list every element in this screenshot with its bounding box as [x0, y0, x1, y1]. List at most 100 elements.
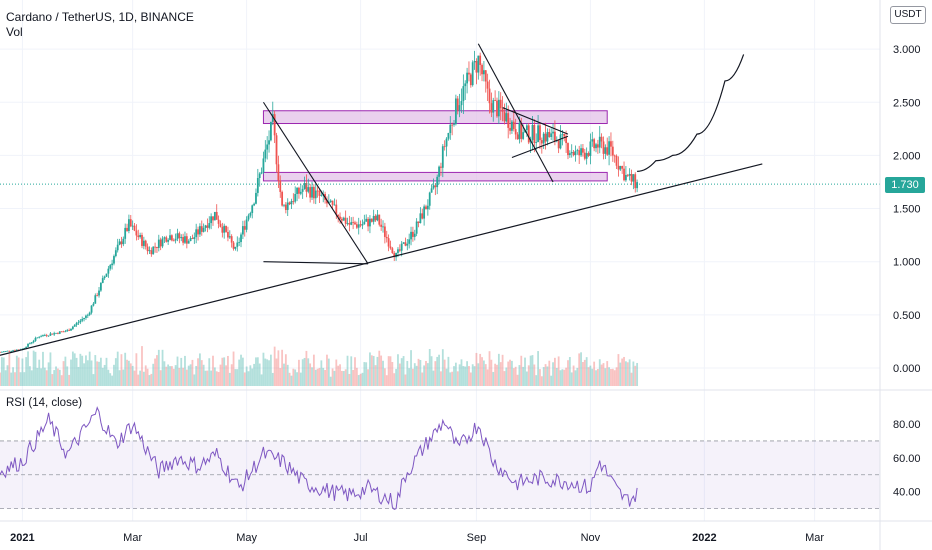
candle-body: [141, 234, 143, 246]
candle-body: [615, 155, 618, 166]
time-tick-label: Sep: [467, 532, 487, 544]
volume-bar: [477, 363, 480, 386]
volume-bar: [159, 370, 162, 386]
volume-bar: [232, 351, 235, 386]
candle-body: [610, 141, 612, 147]
candle-body: [27, 343, 29, 347]
symbol-title[interactable]: Cardano / TetherUS, 1D, BINANCE: [6, 10, 194, 24]
candle-body: [101, 278, 104, 283]
trend-drawings: [0, 43, 880, 356]
candle-body: [314, 190, 317, 199]
volume-bar: [217, 372, 220, 386]
candle-body: [412, 231, 414, 237]
candle-body: [341, 218, 343, 221]
candle-body: [496, 100, 498, 117]
volume-bar: [507, 361, 510, 386]
volume-bar: [365, 362, 368, 386]
volume-bar: [352, 370, 355, 386]
candle-body: [230, 236, 233, 243]
candle-body: [441, 146, 444, 168]
volume-bar: [630, 372, 633, 386]
candle-body: [277, 164, 280, 181]
volume-bar: [555, 367, 558, 386]
volume-bar: [79, 353, 82, 386]
candle-body: [483, 70, 485, 75]
candle-body: [335, 204, 338, 215]
candle-body: [370, 218, 373, 222]
volume-bar: [28, 366, 31, 386]
volume-bar: [98, 361, 100, 386]
candle-body: [83, 317, 85, 320]
volume-bar: [6, 365, 9, 386]
volume-bar: [615, 367, 618, 386]
candle-body: [124, 227, 127, 239]
candle-body: [583, 152, 586, 159]
volume-bar: [479, 353, 482, 386]
candle-body: [109, 265, 112, 269]
volume-bar: [197, 358, 199, 386]
volume-bar: [582, 362, 584, 386]
candle-body: [212, 216, 214, 221]
candle-body: [90, 305, 93, 313]
candle-body: [163, 237, 166, 239]
currency-badge[interactable]: USDT: [890, 6, 926, 24]
volume-bar: [471, 364, 474, 386]
candle-body: [144, 240, 147, 247]
candle-body: [202, 227, 205, 232]
candle-body: [208, 223, 211, 228]
volume-bar: [516, 374, 519, 386]
volume-bar: [400, 358, 403, 386]
volume-bar: [124, 352, 127, 386]
volume-bar: [256, 357, 259, 386]
volume-bar: [57, 368, 59, 386]
candle-body: [241, 226, 244, 235]
candle-body: [621, 166, 624, 169]
candle-body: [445, 138, 448, 147]
candle-body: [60, 331, 63, 333]
volume-bar: [290, 375, 293, 386]
candle-body: [318, 190, 321, 196]
volume-bar: [73, 353, 76, 386]
candle-body: [593, 139, 596, 149]
candle-body: [217, 219, 220, 224]
volume-bar: [387, 356, 390, 386]
time-tick-label: Jul: [354, 532, 368, 544]
candle-body: [316, 190, 319, 192]
candle-body: [361, 224, 364, 226]
candle-body: [182, 237, 184, 243]
volume-bar: [266, 359, 269, 386]
candle-body: [456, 98, 459, 111]
volume-bar: [156, 355, 158, 386]
candle-body: [170, 235, 173, 241]
volume-bar: [146, 368, 149, 386]
volume-bar: [135, 353, 138, 386]
volume-bar: [75, 357, 78, 386]
candle-body: [312, 186, 315, 199]
volume-bar: [129, 363, 132, 386]
volume-bar: [354, 357, 356, 386]
candle-body: [550, 133, 553, 138]
volume-bar: [86, 360, 89, 386]
candle-body: [385, 236, 388, 239]
candle-body: [309, 187, 312, 198]
volume-bar: [369, 352, 371, 386]
volume-bar: [453, 366, 455, 386]
volume-bar: [552, 362, 554, 386]
volume-bar: [511, 360, 513, 386]
volume-bar: [572, 365, 575, 386]
rsi-panel: [0, 406, 880, 511]
volume-bar: [296, 372, 298, 386]
rsi-indicator-label[interactable]: RSI (14, close): [6, 397, 83, 409]
volume-bar: [68, 374, 71, 386]
volume-bar: [268, 360, 270, 386]
candle-body: [255, 192, 257, 204]
volume-bar: [185, 369, 188, 386]
volume-bar: [447, 356, 450, 386]
candle-body: [283, 204, 285, 206]
volume-bar: [301, 359, 304, 386]
candle-body: [329, 200, 332, 202]
candle-body: [113, 256, 115, 264]
volume-bar: [492, 371, 495, 386]
candle-body: [234, 246, 237, 249]
